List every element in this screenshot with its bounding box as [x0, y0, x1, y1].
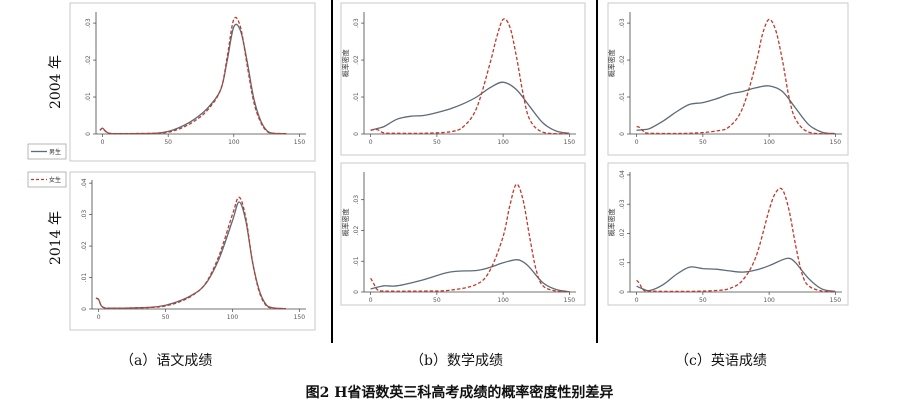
series-line-female — [370, 18, 570, 135]
y-tick-label: .03 — [353, 18, 360, 28]
panel-frame — [69, 2, 316, 162]
legend-male: 男生 — [27, 143, 67, 160]
x-tick-label: 100 — [497, 297, 509, 304]
x-tick-label: 0 — [635, 297, 639, 304]
y-tick-label: .02 — [353, 55, 360, 65]
x-tick-label: 0 — [369, 297, 373, 304]
panel-frame — [340, 162, 586, 306]
legend-male-label: 男生 — [49, 148, 61, 156]
x-tick-label: 100 — [227, 314, 239, 321]
y-tick-label: 0 — [619, 290, 626, 294]
y-axis-title: 概率密度 — [607, 208, 616, 236]
x-tick-label: 0 — [101, 139, 105, 146]
chart-panel-5: 0 .01 .02 .03 0 50 100 150 概率密度 — [607, 2, 849, 156]
y-axis-title: 概率密度 — [607, 49, 616, 77]
x-tick-label: 150 — [294, 314, 306, 321]
x-tick-label: 50 — [433, 139, 441, 146]
panel-frame — [340, 2, 586, 156]
y-tick-label: .03 — [81, 210, 88, 220]
y-tick-label: .01 — [619, 258, 626, 268]
series-line-female — [636, 187, 836, 293]
y-tick-label: .02 — [619, 55, 626, 65]
legend-female: 女生 — [27, 171, 67, 188]
panel-frame — [607, 2, 849, 156]
caption-c: （c）英语成绩 — [675, 353, 767, 369]
y-tick-label: .03 — [619, 18, 626, 28]
y-tick-label: .04 — [619, 170, 626, 180]
x-tick-label: 100 — [763, 297, 775, 304]
series-line-male — [99, 23, 287, 135]
series-line-male — [370, 81, 570, 134]
y-axis-title: 概率密度 — [341, 208, 350, 236]
y-tick-label: 0 — [353, 132, 360, 136]
x-tick-label: 50 — [164, 139, 172, 146]
y-tick-label: .02 — [619, 229, 626, 239]
panel-divider-left — [331, 0, 333, 343]
chart-panel-1: 0 .01 .02 .03 0 50 100 150 — [69, 2, 316, 162]
x-tick-label: 150 — [294, 139, 306, 146]
series-line-female — [370, 183, 570, 293]
row-label-2004: 2004 年 — [48, 55, 64, 109]
y-tick-label: 0 — [353, 290, 360, 294]
series-line-male — [636, 85, 836, 135]
y-tick-label: .01 — [81, 273, 88, 283]
series-line-female — [95, 196, 286, 310]
x-tick-label: 0 — [369, 139, 373, 146]
x-tick-label: 150 — [830, 139, 842, 146]
x-tick-label: 150 — [564, 139, 576, 146]
x-tick-label: 0 — [97, 314, 101, 321]
series-line-male — [95, 201, 286, 310]
legend-female-label: 女生 — [49, 176, 61, 184]
chart-panel-6: 0 .01 .02 .03 .04 0 50 100 150 概率密度 — [607, 162, 849, 306]
x-tick-label: 100 — [763, 139, 775, 146]
y-tick-label: 0 — [81, 307, 88, 311]
chart-panel-4: 0 .01 .02 .03 0 50 100 150 概率密度 — [340, 162, 586, 306]
y-tick-label: .02 — [81, 241, 88, 251]
y-axis-title: 概率密度 — [341, 49, 350, 77]
series-line-male — [370, 259, 570, 293]
caption-a: （a）语文成绩 — [120, 353, 213, 369]
y-tick-label: .01 — [353, 92, 360, 102]
y-tick-label: .01 — [85, 92, 92, 102]
y-tick-label: .03 — [353, 195, 360, 205]
x-tick-label: 100 — [228, 139, 240, 146]
y-tick-label: 0 — [619, 132, 626, 136]
series-line-male — [636, 257, 836, 293]
row-label-2014: 2014 年 — [48, 211, 64, 265]
figure-title: 图2 H省语数英三科高考成绩的概率密度性别差异 — [305, 385, 614, 401]
x-tick-label: 150 — [830, 297, 842, 304]
y-tick-label: .01 — [619, 92, 626, 102]
x-tick-label: 50 — [162, 314, 170, 321]
panel-frame — [69, 171, 316, 331]
y-tick-label: .03 — [85, 18, 92, 28]
y-tick-label: .04 — [81, 178, 88, 188]
panel-divider-right — [596, 0, 598, 343]
x-tick-label: 50 — [433, 297, 441, 304]
x-tick-label: 100 — [497, 139, 509, 146]
caption-b: （b）数学成绩 — [410, 353, 503, 369]
x-tick-label: 150 — [564, 297, 576, 304]
y-tick-label: 0 — [85, 132, 92, 136]
y-tick-label: .03 — [619, 199, 626, 209]
series-line-female — [636, 18, 836, 135]
chart-panel-2: 0 .01 .02 .03 .04 0 50 100 150 — [69, 171, 316, 331]
y-tick-label: .01 — [353, 256, 360, 266]
y-tick-label: .02 — [353, 226, 360, 236]
x-tick-label: 50 — [699, 297, 707, 304]
x-tick-label: 50 — [699, 139, 707, 146]
series-line-female — [99, 16, 287, 135]
chart-panel-3: 0 .01 .02 .03 0 50 100 150 概率密度 — [340, 2, 586, 156]
y-tick-label: .02 — [85, 55, 92, 65]
panel-frame — [607, 162, 849, 306]
x-tick-label: 0 — [635, 139, 639, 146]
chart-panels: 0 .01 .02 .03 0 50 100 150 0 .01 .02 .03 .04 0 50 100 15… — [69, 2, 849, 331]
